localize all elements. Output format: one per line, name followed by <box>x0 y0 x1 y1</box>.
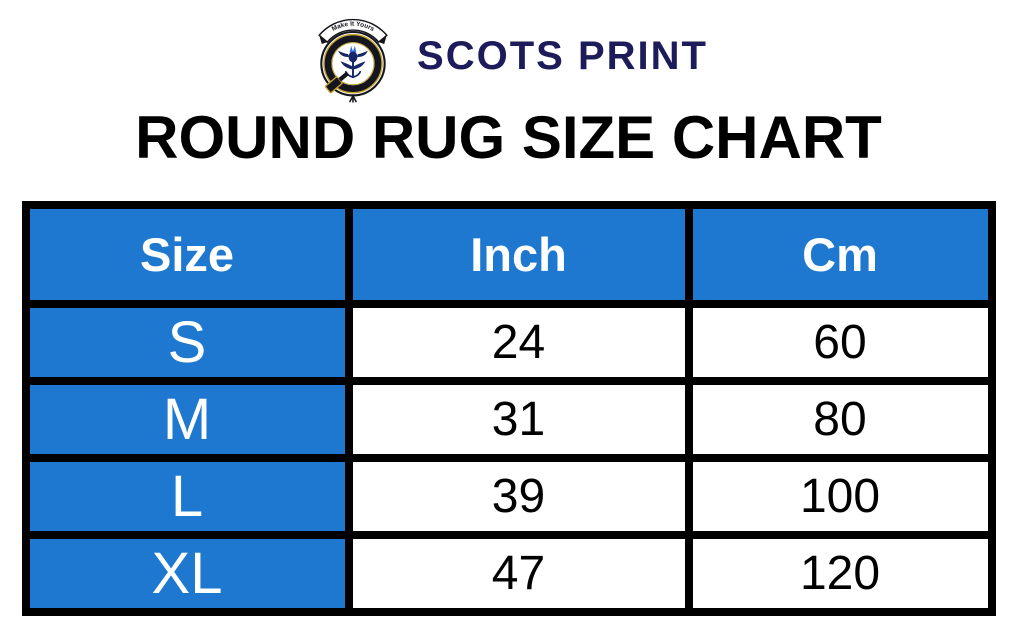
banner-fold-left <box>319 35 328 44</box>
col-header-cm: Cm <box>684 201 996 308</box>
inch-cell: 24 <box>344 300 693 385</box>
brand-name: SCOTS PRINT <box>417 33 708 78</box>
size-cell: L <box>21 454 353 539</box>
page-title: ROUND RUG SIZE CHART <box>135 104 882 171</box>
size-cell: XL <box>21 531 353 616</box>
brand-header: Make It Yours <box>0 0 1017 104</box>
table-row: S 24 60 <box>21 300 996 385</box>
inch-cell: 47 <box>344 531 693 616</box>
cm-cell: 80 <box>684 377 996 462</box>
size-cell: M <box>21 377 353 462</box>
cm-cell: 60 <box>684 300 996 385</box>
inch-cell: 39 <box>344 454 693 539</box>
belt-buckle <box>324 71 350 94</box>
size-chart-table: Size Inch Cm S 24 60 M 31 80 L 39 100 <box>21 201 996 616</box>
brand-logo: Make It Yours <box>309 8 397 104</box>
clan-crest-logo: Make It Yours <box>318 18 388 103</box>
tassel <box>349 95 358 103</box>
banner-fold-right <box>378 35 387 44</box>
table-row: M 31 80 <box>21 377 996 462</box>
col-header-size: Size <box>21 201 353 308</box>
inch-cell: 31 <box>344 377 693 462</box>
cm-cell: 120 <box>684 531 996 616</box>
header-row: Size Inch Cm <box>21 201 996 308</box>
table-row: XL 47 120 <box>21 531 996 616</box>
table-row: L 39 100 <box>21 454 996 539</box>
size-cell: S <box>21 300 353 385</box>
col-header-inch: Inch <box>344 201 693 308</box>
cm-cell: 100 <box>684 454 996 539</box>
